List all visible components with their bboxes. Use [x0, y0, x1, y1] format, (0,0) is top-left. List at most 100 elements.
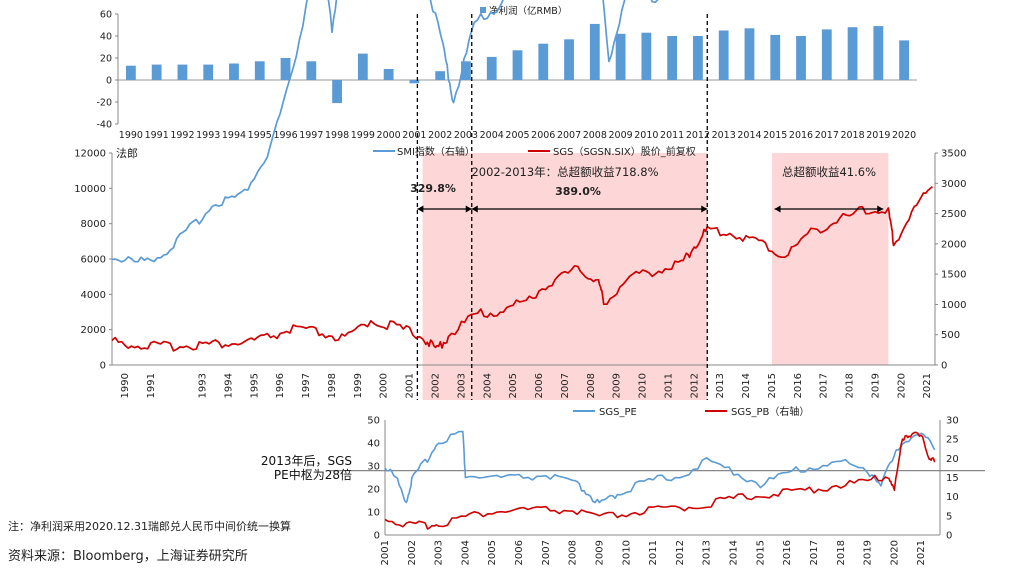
pe-x-tick-label: 2020 [889, 540, 900, 565]
pe-center-note: 2013年后，SGS PE中枢为28倍 [232, 454, 352, 482]
bar-2014 [744, 28, 755, 80]
right-y-tick-label: 1000 [941, 300, 966, 311]
pe-x-tick-label: 2016 [782, 540, 793, 565]
x-tick-label: 2000 [379, 373, 390, 398]
bar-x-tick-label: 2020 [892, 130, 916, 141]
pe-right-tick-label: 20 [946, 454, 959, 465]
bar-2018 [847, 27, 858, 80]
x-tick-label: 2014 [741, 373, 752, 398]
annotation-389: 389.0% [555, 185, 601, 198]
x-tick-label: 2005 [508, 373, 519, 398]
x-tick-label: 2021 [922, 373, 933, 398]
x-tick-label: 2018 [845, 373, 856, 398]
right-y-tick-label: 2000 [941, 239, 966, 250]
sgs-price-line [111, 185, 933, 352]
bar-legend-swatch [480, 7, 486, 13]
bar-x-tick-label: 2019 [866, 130, 890, 141]
pe-right-tick-label: 15 [946, 473, 959, 484]
bar-2002 [435, 71, 446, 80]
x-tick-label: 1999 [353, 373, 364, 398]
x-tick-label: 2003 [456, 373, 467, 398]
bar-x-tick-label: 1992 [170, 130, 194, 141]
x-tick-label: 2020 [896, 373, 907, 398]
pe-x-tick-label: 2017 [809, 540, 820, 565]
left-y-tick-label: 6000 [81, 255, 106, 266]
pe-x-tick-label: 2015 [755, 540, 766, 565]
bar-x-tick-label: 2015 [763, 130, 787, 141]
bar-2015 [770, 34, 781, 80]
left-axis-unit: 法郎 [116, 146, 138, 160]
bar-x-tick-label: 1999 [351, 130, 375, 141]
left-y-tick-label: 10000 [74, 184, 106, 195]
x-tick-label: 1997 [301, 373, 312, 398]
bar-x-tick-label: 2016 [789, 130, 813, 141]
bar-x-tick-label: 2007 [557, 130, 581, 141]
bar-1997 [306, 61, 317, 80]
pe-right-tick-label: 0 [946, 531, 952, 542]
pe-x-tick-label: 2003 [434, 540, 445, 565]
bar-x-tick-label: 2003 [454, 130, 478, 141]
pe-x-tick-label: 2010 [621, 540, 632, 565]
bar-2004 [486, 56, 497, 80]
pe-x-tick-label: 2019 [863, 540, 874, 565]
bar-x-tick-label: 2013 [712, 130, 736, 141]
x-tick-label: 2002 [431, 373, 442, 398]
annotation-329: 329.8% [410, 182, 456, 195]
source-note: 资料来源：Bloomberg，上海证券研究所 [8, 549, 248, 564]
x-tick-label: 1994 [223, 373, 234, 398]
x-tick-label: 1996 [275, 373, 286, 398]
pb-legend-label: SGS_PB（右轴） [731, 405, 809, 418]
bar-x-tick-label: 1993 [196, 130, 220, 141]
bar-y-tick-label: -20 [96, 98, 112, 109]
right-y-tick-label: 0 [941, 361, 947, 372]
x-tick-label: 2015 [767, 373, 778, 398]
bar-x-tick-label: 2008 [583, 130, 607, 141]
arrow-329-head [465, 205, 472, 213]
bar-1996 [280, 58, 291, 80]
pe-right-tick-label: 10 [946, 492, 959, 503]
bar-2010 [641, 32, 652, 80]
right-y-tick-label: 500 [941, 330, 960, 341]
annotation-excess-41: 总超额收益41.6% [782, 165, 876, 179]
bar-x-tick-label: 2011 [660, 130, 684, 141]
pe-x-tick-label: 2018 [836, 540, 847, 565]
bar-1993 [203, 64, 214, 80]
bar-2011 [667, 36, 678, 80]
bar-1990 [125, 65, 136, 80]
x-tick-label: 1993 [198, 373, 209, 398]
bar-x-tick-label: 1997 [299, 130, 323, 141]
arrow-329-head [417, 205, 424, 213]
bar-x-tick-label: 2000 [377, 130, 401, 141]
bar-1995 [254, 61, 265, 80]
x-tick-label: 2001 [405, 373, 416, 398]
smi-legend-label: SMI指数（右轴） [397, 145, 475, 158]
bar-x-tick-label: 2004 [480, 130, 504, 141]
pe-x-tick-label: 2021 [916, 540, 927, 565]
bar-y-tick-label: 0 [106, 76, 112, 87]
right-y-tick-label: 1500 [941, 270, 966, 281]
pe-note-line2: PE中枢为28倍 [273, 468, 352, 482]
bar-x-tick-label: 2002 [428, 130, 452, 141]
pb-line [384, 431, 936, 530]
bar-x-tick-label: 2006 [531, 130, 555, 141]
bar-x-tick-label: 2005 [505, 130, 529, 141]
bar-2003 [461, 61, 471, 80]
bar-2008 [589, 23, 600, 80]
pe-x-tick-label: 2005 [487, 540, 498, 565]
bar-x-tick-label: 1995 [248, 130, 272, 141]
pe-line [384, 430, 936, 504]
pe-right-tick-label: 25 [946, 435, 959, 446]
right-y-tick-label: 3500 [941, 149, 966, 160]
bar-2012 [693, 36, 703, 80]
arrow-389-head [701, 205, 708, 213]
bar-1992 [177, 64, 188, 80]
bar-x-tick-label: 1994 [222, 130, 246, 141]
bar-y-tick-label: 40 [100, 32, 112, 43]
bar-x-tick-label: 2010 [634, 130, 658, 141]
x-tick-label: 2006 [534, 373, 545, 398]
arrow-389-head [471, 205, 478, 213]
footnote: 注：净利润采用2020.12.31瑞郎兑人民币中间价统一换算 [8, 520, 291, 533]
pe-x-tick-label: 2008 [568, 540, 579, 565]
sgs-legend-label: SGS（SGSN.SIX）股价_前复权 [553, 145, 696, 158]
bar-1999 [357, 53, 368, 80]
